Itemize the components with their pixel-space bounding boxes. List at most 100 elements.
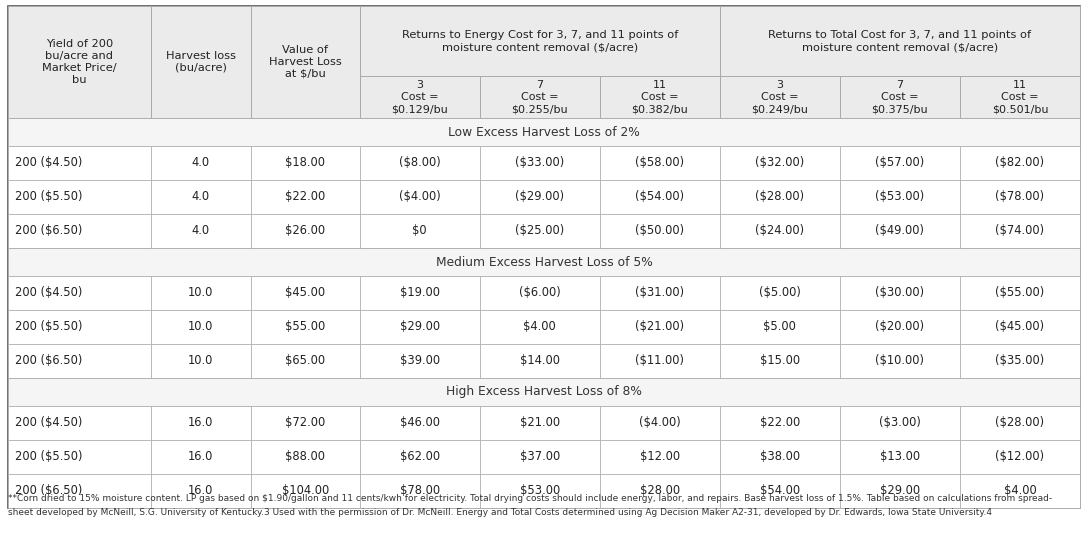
Text: 4.0: 4.0: [191, 190, 210, 203]
Text: ($33.00): ($33.00): [515, 157, 565, 169]
Text: 4.0: 4.0: [191, 224, 210, 237]
Bar: [360, 180, 480, 214]
Bar: [840, 76, 960, 118]
Bar: [150, 440, 251, 474]
Bar: [720, 406, 840, 440]
Text: $18.00: $18.00: [285, 157, 325, 169]
Text: Returns to Energy Cost for 3, 7, and 11 points of
moisture content removal ($/ac: Returns to Energy Cost for 3, 7, and 11 …: [401, 30, 678, 52]
Bar: [480, 276, 599, 310]
Bar: [960, 214, 1080, 248]
Bar: [360, 146, 480, 180]
Bar: [8, 248, 1080, 276]
Bar: [720, 344, 840, 378]
Text: 200 ($4.50): 200 ($4.50): [15, 416, 83, 429]
Text: $21.00: $21.00: [520, 416, 559, 429]
Bar: [251, 474, 360, 508]
Text: 16.0: 16.0: [188, 450, 213, 464]
Text: $4.00: $4.00: [1003, 485, 1037, 498]
Bar: [8, 474, 150, 508]
Text: 200 ($6.50): 200 ($6.50): [15, 355, 83, 367]
Bar: [8, 118, 1080, 146]
Bar: [150, 474, 251, 508]
Bar: [8, 310, 150, 344]
Bar: [720, 310, 840, 344]
Bar: [480, 344, 599, 378]
Text: 16.0: 16.0: [188, 416, 213, 429]
Text: Returns to Total Cost for 3, 7, and 11 points of
moisture content removal ($/acr: Returns to Total Cost for 3, 7, and 11 p…: [768, 30, 1031, 52]
Text: Harvest loss
(bu/acre): Harvest loss (bu/acre): [166, 51, 236, 73]
Bar: [251, 406, 360, 440]
Text: ($31.00): ($31.00): [635, 287, 684, 300]
Bar: [960, 76, 1080, 118]
Text: $88.00: $88.00: [285, 450, 325, 464]
Text: $62.00: $62.00: [399, 450, 440, 464]
Text: **Corn dried to 15% moisture content. LP gas based on $1.90/gallon and 11 cents/: **Corn dried to 15% moisture content. LP…: [8, 494, 1052, 503]
Text: ($20.00): ($20.00): [876, 321, 925, 334]
Text: $45.00: $45.00: [285, 287, 325, 300]
Bar: [840, 344, 960, 378]
Text: ($6.00): ($6.00): [519, 287, 560, 300]
Text: ($4.00): ($4.00): [399, 190, 441, 203]
Bar: [360, 276, 480, 310]
Bar: [360, 310, 480, 344]
Text: $15.00: $15.00: [759, 355, 800, 367]
Text: ($24.00): ($24.00): [755, 224, 804, 237]
Bar: [480, 76, 599, 118]
Bar: [720, 474, 840, 508]
Bar: [599, 214, 720, 248]
Bar: [960, 180, 1080, 214]
Bar: [360, 344, 480, 378]
Bar: [960, 310, 1080, 344]
Bar: [360, 406, 480, 440]
Text: 200 ($4.50): 200 ($4.50): [15, 157, 83, 169]
Bar: [720, 76, 840, 118]
Text: 11
Cost =
$0.382/bu: 11 Cost = $0.382/bu: [631, 80, 688, 114]
Text: $13.00: $13.00: [880, 450, 920, 464]
Text: $54.00: $54.00: [759, 485, 800, 498]
Bar: [360, 76, 480, 118]
Bar: [599, 344, 720, 378]
Text: $38.00: $38.00: [759, 450, 800, 464]
Bar: [599, 474, 720, 508]
Text: $104.00: $104.00: [282, 485, 329, 498]
Text: ($74.00): ($74.00): [996, 224, 1044, 237]
Text: ($45.00): ($45.00): [996, 321, 1044, 334]
Text: ($58.00): ($58.00): [635, 157, 684, 169]
Bar: [150, 214, 251, 248]
Bar: [720, 6, 1080, 76]
Text: 10.0: 10.0: [188, 355, 213, 367]
Bar: [960, 344, 1080, 378]
Bar: [480, 214, 599, 248]
Bar: [480, 406, 599, 440]
Text: ($3.00): ($3.00): [879, 416, 920, 429]
Text: ($78.00): ($78.00): [996, 190, 1044, 203]
Text: 10.0: 10.0: [188, 287, 213, 300]
Text: 200 ($5.50): 200 ($5.50): [15, 190, 83, 203]
Bar: [251, 146, 360, 180]
Text: 4.0: 4.0: [191, 157, 210, 169]
Text: Medium Excess Harvest Loss of 5%: Medium Excess Harvest Loss of 5%: [435, 256, 653, 268]
Bar: [150, 276, 251, 310]
Bar: [8, 344, 150, 378]
Text: $28.00: $28.00: [640, 485, 680, 498]
Text: ($4.00): ($4.00): [639, 416, 681, 429]
Text: ($21.00): ($21.00): [635, 321, 684, 334]
Bar: [251, 344, 360, 378]
Bar: [251, 310, 360, 344]
Text: $26.00: $26.00: [285, 224, 325, 237]
Text: ($35.00): ($35.00): [996, 355, 1044, 367]
Text: $53.00: $53.00: [520, 485, 560, 498]
Text: ($50.00): ($50.00): [635, 224, 684, 237]
Text: 200 ($4.50): 200 ($4.50): [15, 287, 83, 300]
Text: ($28.00): ($28.00): [996, 416, 1044, 429]
Bar: [8, 180, 150, 214]
Bar: [150, 344, 251, 378]
Text: $5.00: $5.00: [764, 321, 796, 334]
Bar: [150, 146, 251, 180]
Bar: [960, 474, 1080, 508]
Text: ($57.00): ($57.00): [875, 157, 925, 169]
Bar: [599, 276, 720, 310]
Bar: [360, 6, 720, 76]
Bar: [599, 146, 720, 180]
Bar: [480, 474, 599, 508]
